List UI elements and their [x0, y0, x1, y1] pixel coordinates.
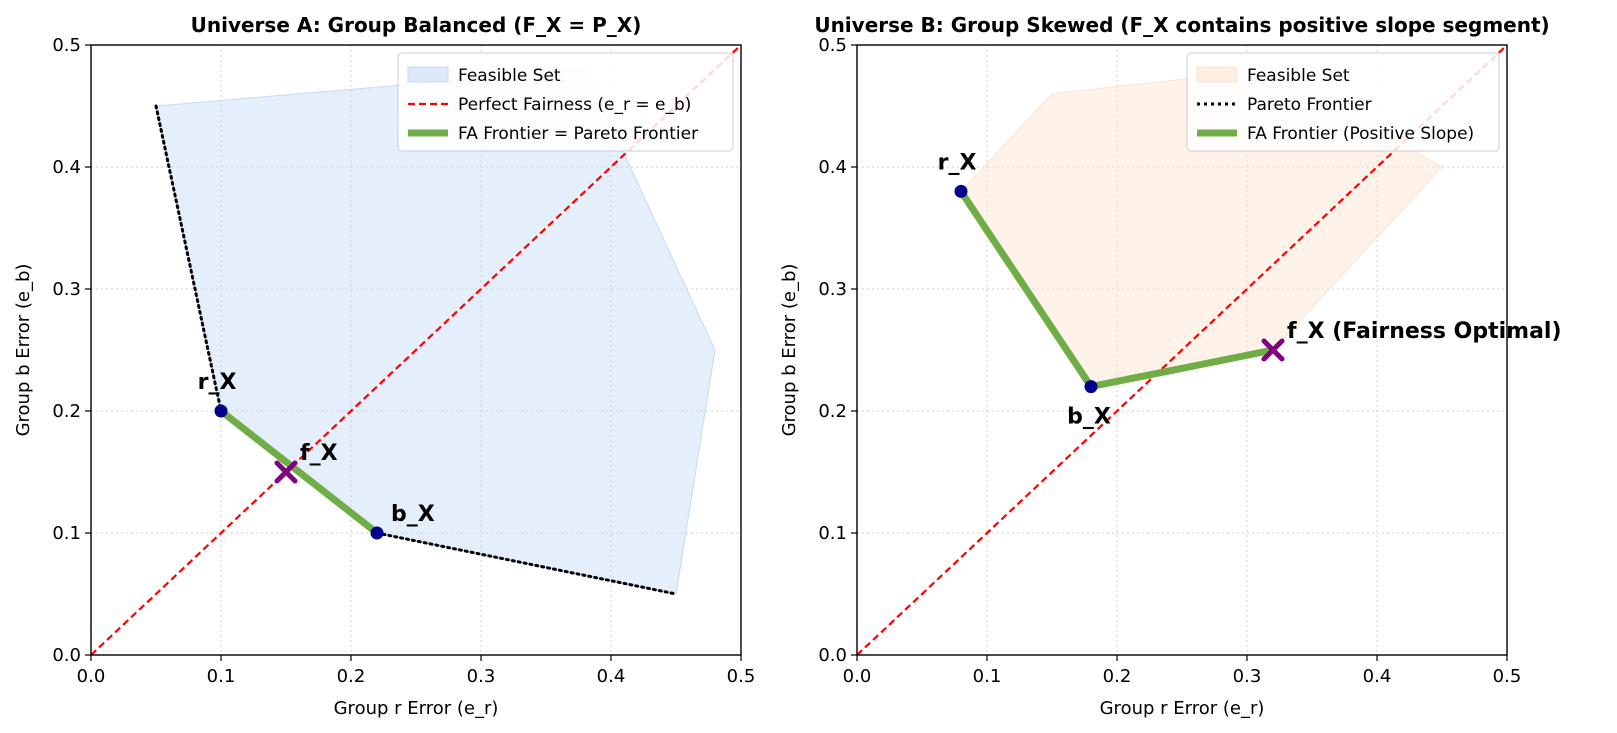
- point-b-x: [1084, 380, 1098, 394]
- point-label: f_X (Fairness Optimal): [1287, 319, 1562, 344]
- x-tick-label: 0.3: [467, 666, 496, 687]
- y-tick-label: 0.3: [52, 279, 81, 300]
- x-tick-label: 0.0: [843, 666, 872, 687]
- y-tick-label: 0.4: [52, 157, 81, 178]
- x-tick-label: 0.1: [207, 666, 236, 687]
- y-tick-label: 0.2: [818, 401, 847, 422]
- fa-frontier-line: [218, 408, 380, 536]
- legend: Feasible Set Perfect Fairness (e_r = e_b)…: [397, 52, 734, 152]
- x-tick-label: 0.1: [973, 666, 1002, 687]
- point-r-x: [214, 404, 228, 418]
- x-tick-label: 0.3: [1233, 666, 1262, 687]
- legend-box: [397, 52, 734, 152]
- point-marker-x: [274, 460, 298, 484]
- legend-swatch-feasible: [407, 66, 449, 83]
- x-tick-label: 0.4: [597, 666, 626, 687]
- point-label: r_X: [938, 150, 977, 175]
- chart-title: Universe A: Group Balanced (F_X = P_X): [191, 13, 642, 37]
- point-b-x: [370, 526, 384, 540]
- legend-label: Feasible Set: [458, 66, 561, 86]
- y-tick-label: 0.2: [52, 401, 81, 422]
- legend: Feasible Set Pareto Frontier FA Frontier (…: [1186, 52, 1500, 152]
- legend-box: [1186, 52, 1500, 152]
- y-axis-label: Group b Error (e_b): [13, 264, 34, 437]
- y-tick-label: 0.5: [818, 35, 847, 56]
- chart-panel-a: r_X b_X f_X 0.0 0.1 0.2 0.3 0.4 0.5 0.0 0.1 0.2 0.3 0…: [13, 13, 755, 719]
- point-label: b_X: [1067, 405, 1111, 430]
- point-label: b_X: [391, 502, 435, 527]
- x-tick-label: 0.2: [337, 666, 366, 687]
- y-tick-label: 0.3: [818, 279, 847, 300]
- x-tick-label: 0.4: [1363, 666, 1392, 687]
- x-tick-label: 0.0: [77, 666, 106, 687]
- x-tick-label: 0.2: [1103, 666, 1132, 687]
- y-tick-label: 0.4: [818, 157, 847, 178]
- axes-frame: [856, 44, 1508, 656]
- x-tick-label: 0.5: [1493, 666, 1522, 687]
- x-tick-label: 0.5: [727, 666, 756, 687]
- axes-frame: [90, 44, 742, 656]
- chart-title: Universe B: Group Skewed (F_X contains p…: [814, 13, 1549, 37]
- x-axis-label: Group r Error (e_r): [1100, 698, 1265, 719]
- legend-label: FA Frontier = Pareto Frontier: [458, 124, 698, 144]
- y-tick-label: 0.0: [818, 645, 847, 666]
- chart-panel-b: r_X b_X f_X (Fairness Optimal) 0.0 0.1 0.2 0.3…: [779, 13, 1562, 719]
- x-axis-label: Group r Error (e_r): [334, 698, 499, 719]
- y-tick-label: 0.0: [52, 645, 81, 666]
- point-label: r_X: [198, 370, 237, 395]
- point-label: f_X: [300, 441, 338, 466]
- point-r-x: [954, 184, 968, 198]
- y-tick-label: 0.1: [818, 523, 847, 544]
- y-axis-label: Group b Error (e_b): [779, 264, 800, 437]
- y-tick-label: 0.1: [52, 523, 81, 544]
- legend-label: Feasible Set: [1247, 66, 1350, 86]
- legend-label: FA Frontier (Positive Slope): [1247, 124, 1474, 144]
- legend-swatch-feasible: [1196, 66, 1238, 83]
- legend-label: Pareto Frontier: [1247, 95, 1372, 115]
- point-marker-x: [1261, 338, 1285, 362]
- legend-label: Perfect Fairness (e_r = e_b): [458, 95, 691, 115]
- y-tick-label: 0.5: [52, 35, 81, 56]
